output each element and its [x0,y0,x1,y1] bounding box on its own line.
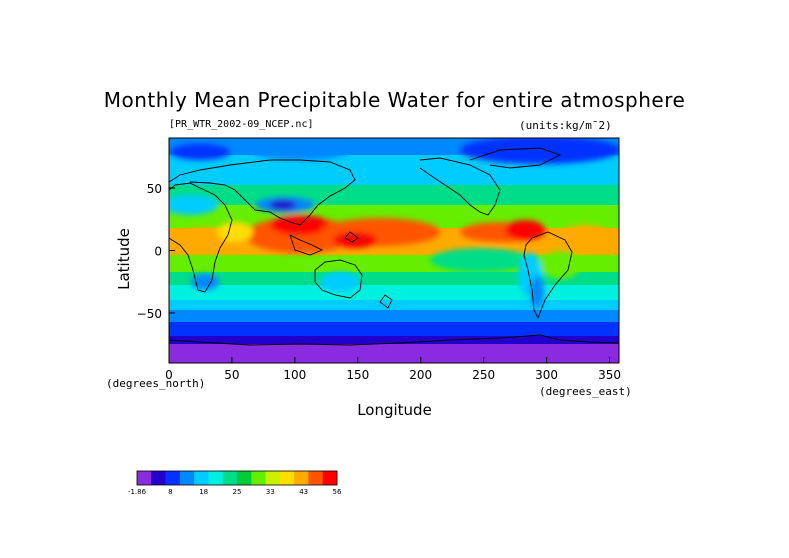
colorbar-cell [251,471,266,485]
colorbar-cell [208,471,224,485]
colorbar-tick-label: 56 [333,488,342,496]
colorbar-tick-label: 18 [199,488,208,496]
colorbar-cell [222,471,238,485]
colorbar-tick-label: 43 [299,488,308,496]
y-tick-label: 50 [147,182,162,196]
x-unit-label: (degrees_east) [539,385,632,398]
y-tick-label: 0 [154,245,162,259]
x-axis-label: Longitude [357,401,432,419]
colorbar-tick-label: 25 [233,488,242,496]
x-tick-label: 300 [535,368,558,382]
colorbar-tick-label: -1.86 [128,488,147,496]
y-unit-label: (degrees_north) [106,377,206,390]
colorbar-cell [151,471,166,485]
x-tick-label: 350 [598,368,621,382]
y-tick-label: −50 [137,307,162,321]
units-label: (units:kg/m¯2) [519,119,612,132]
x-tick-label: 150 [346,368,369,382]
y-axis-ticks: 50 0 −50 [137,182,175,321]
x-tick-label: 250 [472,368,495,382]
colorbar-frame [136,470,338,486]
colorbar-cell [237,471,252,485]
colorbar-cell [279,471,295,485]
x-tick-label: 50 [224,368,239,382]
colorbar-cell [265,471,281,485]
x-tick-label: 100 [283,368,306,382]
colorbar-cell [322,471,338,485]
colorbar-cell [179,471,195,485]
x-axis-ticks: 0 50 100 150 200 250 300 350 [165,357,621,382]
x-tick-label: 0 [165,368,173,382]
file-name-label: [PR_WTR_2002-09_NCEP.nc] [169,119,314,130]
coastline-outlines [169,147,619,346]
colorbar-tick-label: 33 [266,488,275,496]
chart-title: Monthly Mean Precipitable Water for enti… [103,88,686,112]
x-tick-label: 200 [409,368,432,382]
colorbar-cell [165,471,181,485]
precipitable-water-field [169,138,619,363]
colorbar-cell [194,471,209,485]
colorbar-cell [137,471,152,485]
colorbar-cell [294,471,309,485]
colorbar-tick-label: 8 [168,488,172,496]
colorbar-cell [308,471,324,485]
